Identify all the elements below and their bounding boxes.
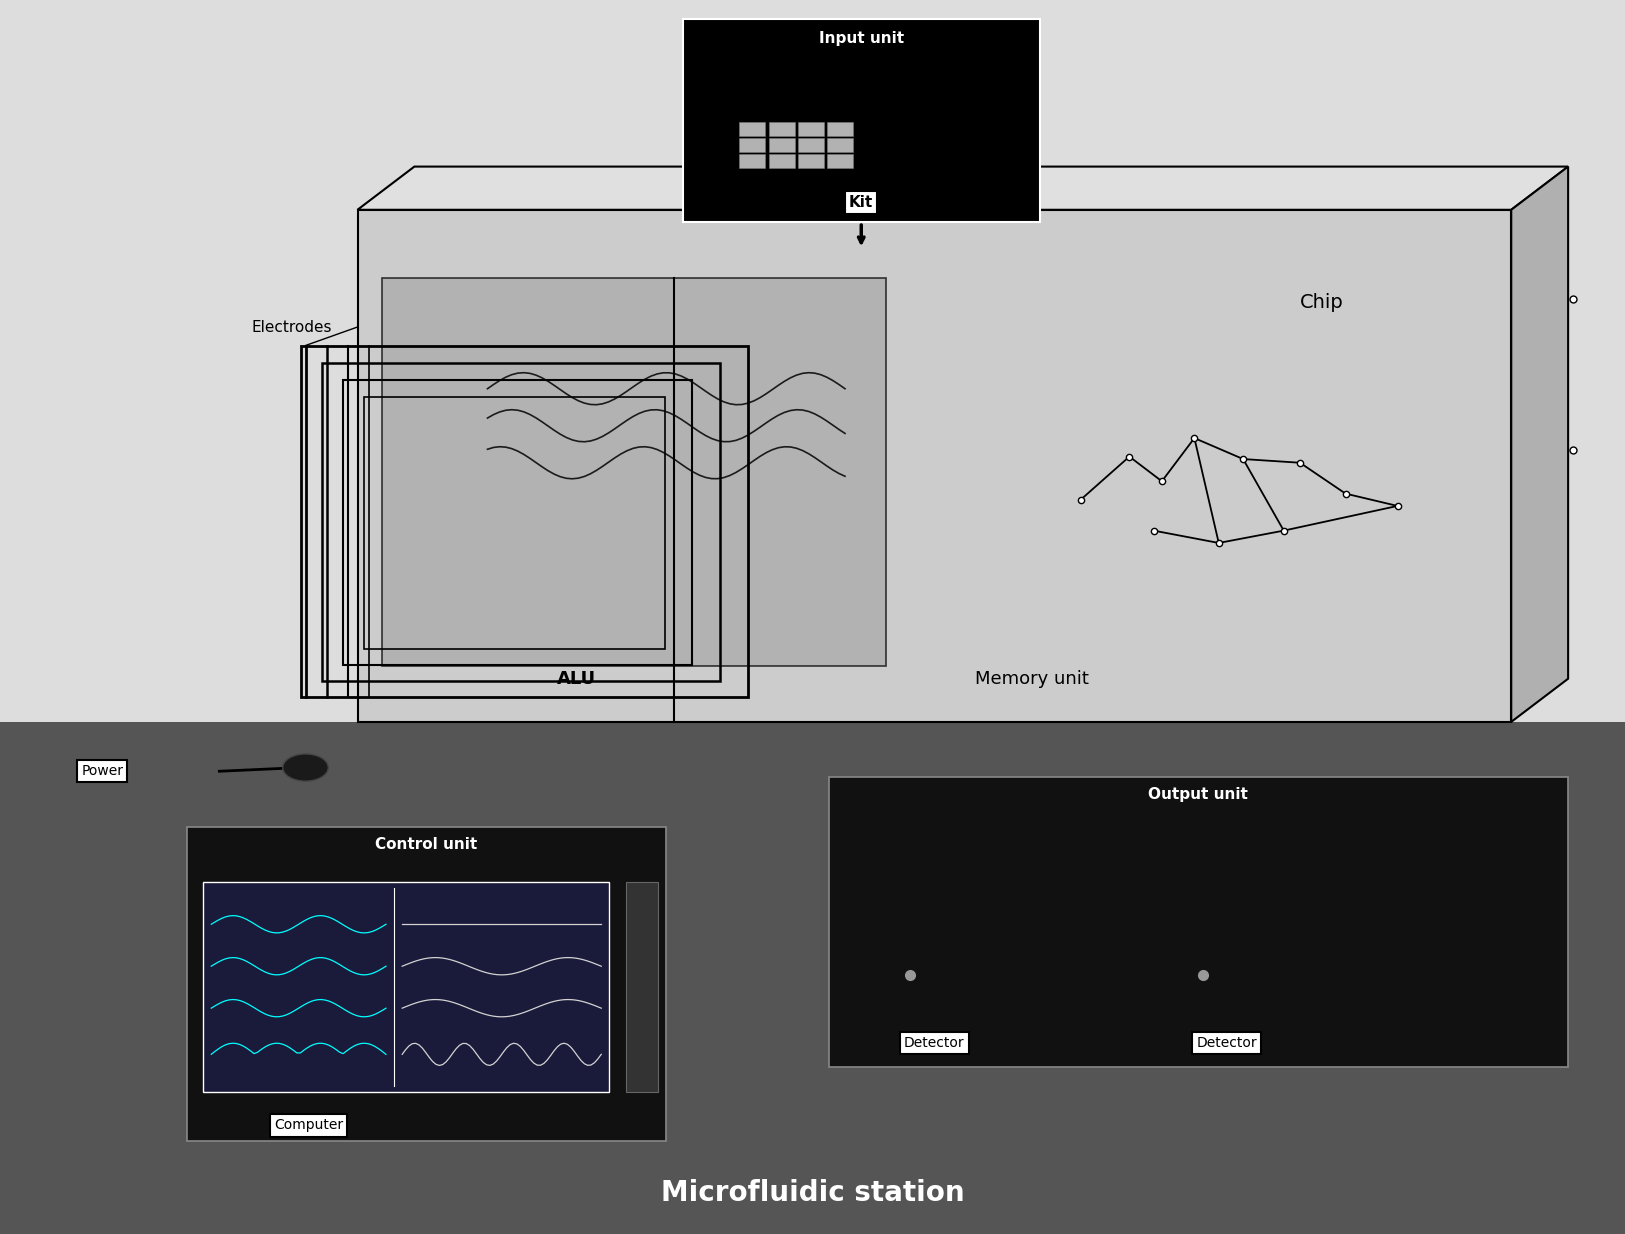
Text: Control unit: Control unit <box>375 837 478 851</box>
Bar <box>322 363 720 681</box>
Bar <box>301 346 748 697</box>
Bar <box>798 122 824 136</box>
Bar <box>626 882 658 1092</box>
Polygon shape <box>358 167 1568 210</box>
Bar <box>203 882 609 1092</box>
Text: Input unit: Input unit <box>819 31 904 46</box>
Bar <box>364 397 665 649</box>
Bar <box>739 138 765 152</box>
Ellipse shape <box>283 754 328 781</box>
Bar <box>0 0 1625 722</box>
Bar <box>827 154 853 168</box>
Text: Detector: Detector <box>904 1035 965 1050</box>
Bar <box>187 827 666 1141</box>
Bar <box>382 278 886 666</box>
Bar <box>829 777 1568 1067</box>
Polygon shape <box>358 210 1511 722</box>
Bar <box>827 122 853 136</box>
Text: Computer: Computer <box>275 1118 343 1133</box>
Bar <box>739 122 765 136</box>
Text: Output unit: Output unit <box>1149 787 1248 802</box>
Polygon shape <box>1511 167 1568 722</box>
Text: Microfluidic station: Microfluidic station <box>661 1178 964 1207</box>
Bar <box>798 154 824 168</box>
Text: Detector: Detector <box>1196 1035 1258 1050</box>
Bar <box>682 19 1040 222</box>
Bar <box>769 138 795 152</box>
Text: Power: Power <box>81 764 124 779</box>
Text: Chip: Chip <box>1300 292 1344 312</box>
Bar <box>769 154 795 168</box>
Bar <box>827 138 853 152</box>
Text: Kit: Kit <box>850 195 873 210</box>
Bar <box>769 122 795 136</box>
Text: Electrodes: Electrodes <box>252 320 333 334</box>
Bar <box>0 722 1625 1234</box>
Bar <box>343 380 692 665</box>
Bar <box>798 138 824 152</box>
Text: ALU: ALU <box>557 670 596 689</box>
Text: Memory unit: Memory unit <box>975 670 1089 689</box>
Bar <box>739 154 765 168</box>
